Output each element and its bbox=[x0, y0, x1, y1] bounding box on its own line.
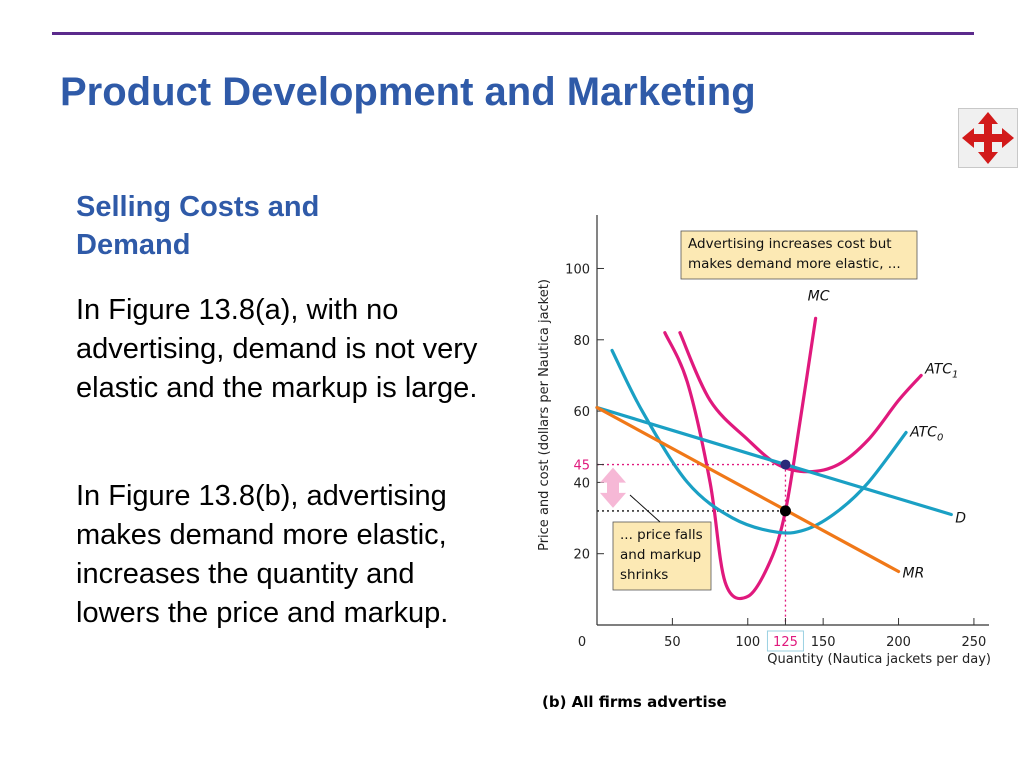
annotation-advertising-box bbox=[680, 230, 918, 280]
x-tick-label: 125 bbox=[773, 635, 798, 650]
figure-13-8b: 0 50 100 125 150 200 250 20 40 45 60 80 100 Quantity … bbox=[520, 205, 1020, 725]
markup-arrow-head-up bbox=[600, 467, 626, 483]
move-button[interactable] bbox=[958, 108, 1018, 168]
annotation-pointer bbox=[629, 494, 661, 523]
y-tick-label: 20 bbox=[573, 548, 590, 563]
y-tick-label: 100 bbox=[565, 262, 590, 277]
markup-arrow-head-down bbox=[600, 492, 626, 508]
atc1-label: ATC1 bbox=[924, 361, 958, 380]
section-subtitle: Selling Costs and Demand bbox=[76, 191, 320, 261]
move-arrows-icon bbox=[962, 112, 1014, 164]
slide-title: Product Development and Marketing bbox=[60, 70, 756, 114]
markup-arrow-shaft bbox=[607, 479, 619, 496]
y-tick-label: 40 bbox=[573, 476, 590, 491]
mc-label: MC bbox=[808, 288, 830, 304]
y-tick-label: 45 bbox=[573, 459, 590, 474]
mr-label: MR bbox=[903, 566, 925, 582]
d-label: D bbox=[955, 510, 966, 526]
x-tick-label: 0 bbox=[578, 635, 586, 650]
cost-demand-chart: 0 50 100 125 150 200 250 20 40 45 60 80 100 Quantity … bbox=[537, 215, 991, 667]
atc1-curve bbox=[678, 331, 923, 474]
atc0-curve bbox=[610, 348, 908, 535]
annotation-advertising-line: makes demand more elastic, ... bbox=[688, 256, 901, 272]
y-tick-label: 60 bbox=[573, 405, 590, 420]
x-axis-label: Quantity (Nautica jackets per day) bbox=[767, 652, 991, 667]
cost-point bbox=[779, 505, 791, 517]
x-tick-label: 250 bbox=[962, 635, 987, 650]
annotation-price-falls-line: shrinks bbox=[620, 567, 668, 583]
paragraph-no-advertising: In Figure 13.8(a), with no advertising, … bbox=[76, 294, 478, 404]
atc1-label-subscript: 1 bbox=[952, 369, 958, 380]
x-tick-label: 150 bbox=[811, 635, 836, 650]
annotation-price-falls-box bbox=[612, 521, 712, 591]
d-curve bbox=[595, 405, 953, 517]
annotation-price-falls-line: ... price falls bbox=[620, 527, 703, 543]
mc-curve bbox=[663, 316, 818, 601]
y-tick-label: 80 bbox=[573, 334, 590, 349]
atc0-label-subscript: 0 bbox=[937, 432, 943, 443]
mr-curve bbox=[595, 405, 901, 574]
paragraph-advertising: In Figure 13.8(b), advertising makes dem… bbox=[76, 480, 449, 629]
y-axis-label: Price and cost (dollars per Nautica jack… bbox=[537, 279, 552, 551]
x-tick-label: 50 bbox=[664, 635, 681, 650]
annotation-advertising-line: Advertising increases cost but bbox=[688, 236, 892, 252]
annotation-price-falls-line: and markup bbox=[620, 547, 701, 563]
title-rule bbox=[52, 32, 974, 35]
price-point-45 bbox=[780, 459, 791, 470]
x-tick-label: 100 bbox=[735, 635, 760, 650]
atc0-label: ATC0 bbox=[909, 424, 943, 443]
x-tick-label: 200 bbox=[886, 635, 911, 650]
figure-caption: (b) All firms advertise bbox=[542, 693, 727, 711]
x-tick-highlight-box bbox=[766, 630, 804, 652]
